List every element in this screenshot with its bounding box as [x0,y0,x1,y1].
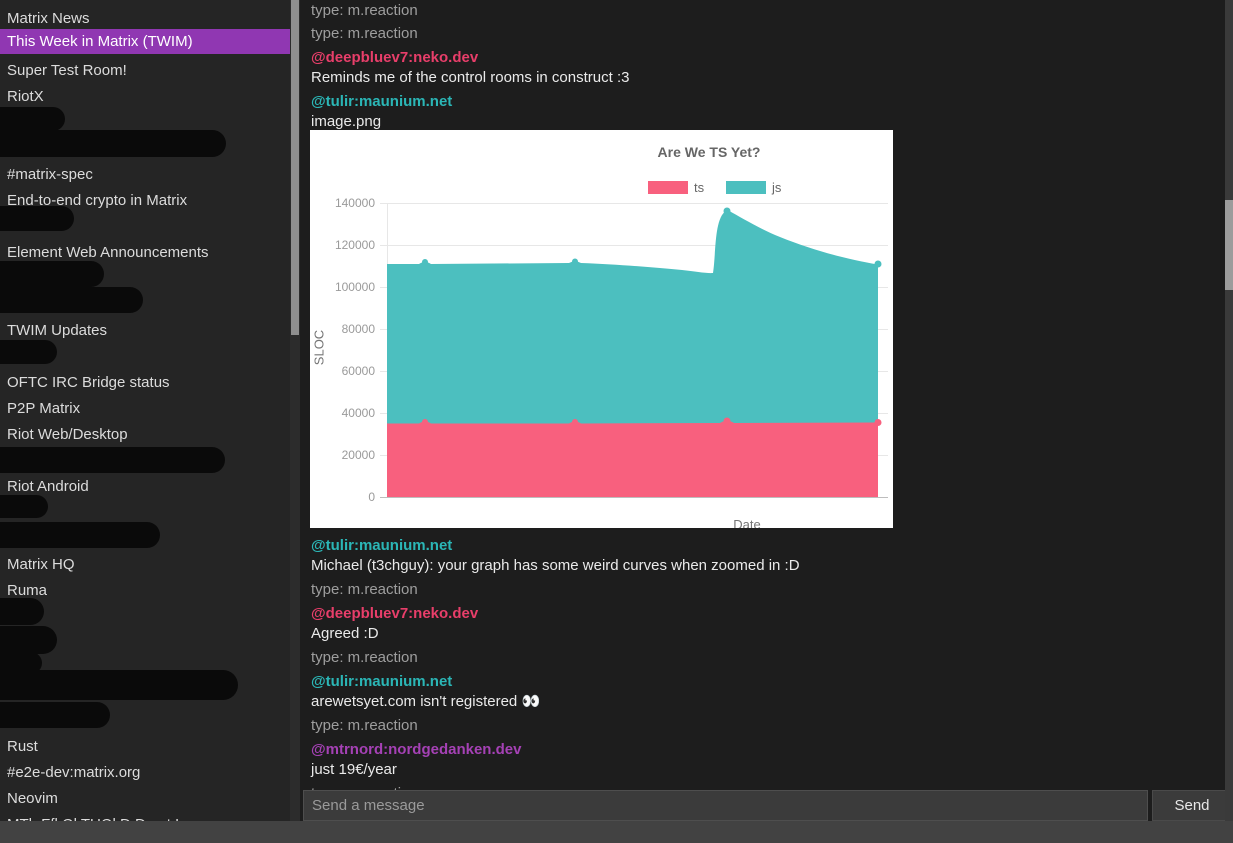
y-tick-label: 100000 [334,280,375,294]
y-tick-label: 0 [368,490,375,504]
redacted-room-name[interactable] [0,652,42,674]
sidebar-item-ruma[interactable]: Ruma [7,582,48,599]
redacted-room-name[interactable] [0,670,238,700]
message-body: arewetsyet.com isn't registered 👀 [311,693,541,710]
chart-title: Are We TS Yet? [657,144,761,160]
sidebar-item-e2e-crypto[interactable]: End-to-end crypto in Matrix [7,192,188,209]
timeline-scrollbar-thumb[interactable] [1225,200,1233,290]
x-axis-line [380,497,888,498]
redacted-room-name[interactable] [0,702,110,728]
sidebar-item-e2e-dev[interactable]: #e2e-dev:matrix.org [7,764,141,781]
sidebar-item-rust[interactable]: Rust [7,738,38,755]
sidebar-item-oftc-irc-bridge[interactable]: OFTC IRC Bridge status [7,374,170,391]
stacked-area-plot [387,207,882,497]
event-type-line: type: m.reaction [311,649,418,666]
legend-swatch-ts [648,181,688,194]
sidebar-scrollbar-thumb[interactable] [291,0,299,335]
redacted-room-name[interactable] [0,340,57,364]
redacted-room-name[interactable] [0,598,44,625]
redacted-room-name[interactable] [0,287,143,313]
event-type-line: type: m.reaction [311,25,418,42]
sidebar-scrollbar[interactable] [290,0,300,821]
sender-mtrnord: @mtrnord:nordgedanken.dev [311,741,522,758]
event-type-line: type: m.reaction [311,581,418,598]
sidebar-item-riotx[interactable]: RiotX [7,88,44,105]
redacted-room-name[interactable] [0,261,104,287]
y-tick-label: 80000 [341,322,375,336]
y-tick-label: 60000 [341,364,375,378]
message-body-image-filename: image.png [311,113,382,130]
legend-swatch-js [726,181,766,194]
sender-tulir: @tulir:maunium.net [311,673,453,690]
sender-tulir: @tulir:maunium.net [311,93,453,110]
legend-label-js: js [772,180,782,195]
sender-deepbluev7: @deepbluev7:neko.dev [311,605,479,622]
message-input[interactable] [303,790,1148,821]
sidebar-item-riot-web-desktop[interactable]: Riot Web/Desktop [7,426,128,443]
message-body: just 19€/year [311,761,397,778]
redacted-room-name[interactable] [0,495,48,518]
redacted-room-name[interactable] [0,107,65,131]
sidebar-item-matrix-spec[interactable]: #matrix-spec [7,166,93,183]
window-bottom-strip [0,821,1233,843]
message-timeline: type: m.reaction type: m.reaction @deepb… [300,0,1233,843]
timeline-scrollbar[interactable] [1225,0,1233,821]
sidebar-item-matrix-news[interactable]: Matrix News [7,10,90,27]
y-tick-label: 120000 [334,238,375,252]
sidebar-item-p2p-matrix[interactable]: P2P Matrix [7,400,81,417]
sidebar-item-twim-updates[interactable]: TWIM Updates [7,322,108,339]
gridline [380,203,888,204]
message-body: Michael (t3chguy): your graph has some w… [311,557,800,574]
message-body: Reminds me of the control rooms in const… [311,69,630,86]
y-tick-label: 40000 [341,406,375,420]
redacted-room-name[interactable] [0,447,225,473]
send-button[interactable]: Send [1152,790,1232,821]
y-tick-label: 20000 [341,448,375,462]
sidebar-item-clipped[interactable]: MTh Ffl Ol TUOl D Dnmt I [7,814,179,821]
sidebar-item-element-web-announcements[interactable]: Element Web Announcements [7,244,209,261]
sender-deepbluev7: @deepbluev7:neko.dev [311,49,479,66]
embedded-chart-image[interactable]: Are We TS Yet? ts js 140000 120000 10000… [310,130,893,528]
legend-label-ts: ts [694,180,705,195]
redacted-room-name[interactable] [0,626,57,654]
sidebar-item-matrix-hq[interactable]: Matrix HQ [7,556,75,573]
x-axis-title: Date [733,517,761,528]
gridline [380,245,888,246]
event-type-line: type: m.reaction [311,717,418,734]
room-list-sidebar: Matrix News This Week in Matrix (TWIM) S… [0,0,290,821]
redacted-room-name[interactable] [0,206,74,231]
sidebar-item-neovim[interactable]: Neovim [7,790,58,807]
y-axis-title: SLOC [311,329,327,366]
redacted-room-name[interactable] [0,522,160,548]
message-body: Agreed :D [311,625,379,642]
sidebar-item-twim-selected[interactable]: This Week in Matrix (TWIM) [0,29,290,54]
y-tick-label: 140000 [334,196,375,210]
sender-tulir: @tulir:maunium.net [311,537,453,554]
sidebar-item-riot-android[interactable]: Riot Android [7,478,89,495]
event-type-line: type: m.reaction [311,2,418,19]
sidebar-item-super-test-room[interactable]: Super Test Room! [7,62,127,79]
redacted-room-name[interactable] [0,130,226,157]
